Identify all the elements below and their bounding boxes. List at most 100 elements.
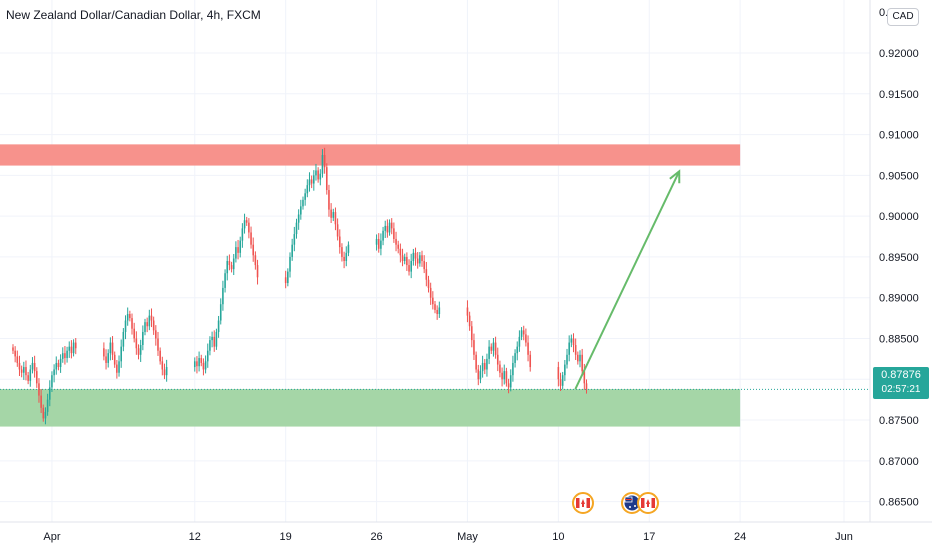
candle [64, 345, 66, 365]
candle [388, 219, 391, 236]
candle [310, 175, 313, 189]
price-tick-label: 0.89500 [879, 252, 919, 264]
candle [334, 207, 337, 231]
time-tick-label: 24 [734, 531, 746, 543]
candle [219, 298, 222, 325]
candle [72, 339, 75, 357]
candle [122, 328, 125, 352]
candle [12, 344, 14, 354]
candle [161, 356, 164, 376]
projection-arrow[interactable] [574, 169, 681, 390]
resistance-zone[interactable] [0, 144, 741, 166]
candle [473, 333, 475, 361]
candle [505, 367, 508, 387]
candle [157, 331, 159, 356]
candle [527, 335, 529, 362]
candle [31, 357, 34, 374]
candle [146, 317, 148, 333]
candle [559, 372, 562, 392]
candle [118, 355, 120, 377]
candle [206, 343, 209, 368]
price-tick-label: 0.90500 [879, 170, 919, 182]
price-axis[interactable]: 0.92000 0.91500 0.91000 0.90500 0.90000 0.895… [879, 7, 919, 508]
candle [284, 270, 287, 289]
candle [196, 356, 198, 374]
candle [317, 167, 319, 183]
candle [23, 361, 25, 380]
currency-badge[interactable]: CAD [887, 8, 919, 26]
economic-events[interactable] [572, 492, 659, 514]
candle [421, 250, 423, 267]
candle [224, 269, 226, 293]
australia-flag-icon[interactable] [621, 492, 643, 514]
candle [380, 233, 382, 256]
candle [308, 172, 311, 192]
candle [35, 367, 38, 388]
candle [399, 243, 402, 263]
candle [14, 346, 16, 363]
candle [29, 364, 32, 387]
grid-lines [0, 0, 870, 522]
time-tick-label: May [457, 531, 478, 543]
candle [243, 213, 246, 234]
candle [61, 347, 64, 363]
time-axis[interactable]: Apr 12 19 26 May 10 17 24 Jun [43, 531, 853, 543]
candle [25, 360, 27, 381]
time-tick-label: 12 [189, 531, 201, 543]
candle [198, 351, 200, 372]
candles [12, 147, 588, 425]
candle [306, 179, 309, 198]
candle [321, 149, 324, 178]
candle [325, 163, 328, 195]
candle [256, 259, 259, 285]
candle [53, 364, 55, 383]
candle [40, 389, 42, 414]
candle [59, 354, 62, 373]
candle [287, 268, 289, 287]
candle [302, 196, 304, 210]
candle [581, 348, 583, 376]
candle [297, 209, 300, 230]
candle [211, 331, 213, 348]
candle [323, 147, 326, 174]
candle [293, 226, 296, 252]
price-tick-label: 0.92000 [879, 48, 919, 60]
candle [564, 360, 566, 382]
candle [228, 254, 231, 271]
candle [343, 251, 345, 269]
candle [479, 365, 482, 384]
candle [250, 226, 252, 249]
candle [116, 360, 118, 379]
zones [0, 144, 870, 427]
candle [494, 336, 497, 359]
candle [105, 349, 107, 370]
support-zone[interactable] [0, 389, 741, 427]
candle [341, 243, 343, 262]
candle [48, 380, 51, 407]
candle [423, 255, 425, 274]
candle [74, 337, 77, 355]
candle [113, 351, 116, 368]
candle [163, 363, 166, 380]
candle [142, 325, 144, 351]
candle [57, 359, 60, 371]
candle [46, 393, 49, 416]
candle [137, 344, 140, 360]
canada-flag-icon[interactable] [572, 492, 594, 514]
candle [512, 355, 514, 382]
canada-flag-icon[interactable] [637, 492, 659, 514]
arrow-head [669, 169, 681, 184]
candle [222, 280, 224, 311]
candle [44, 407, 47, 425]
candle [406, 252, 408, 271]
candle [525, 328, 527, 347]
candle [328, 184, 330, 217]
candle [289, 252, 291, 278]
candle [209, 336, 211, 356]
candle [377, 233, 380, 253]
price-tick-label: 0.88500 [879, 333, 919, 345]
candle [144, 318, 146, 336]
time-tick-label: 17 [643, 531, 655, 543]
candle [124, 315, 127, 340]
